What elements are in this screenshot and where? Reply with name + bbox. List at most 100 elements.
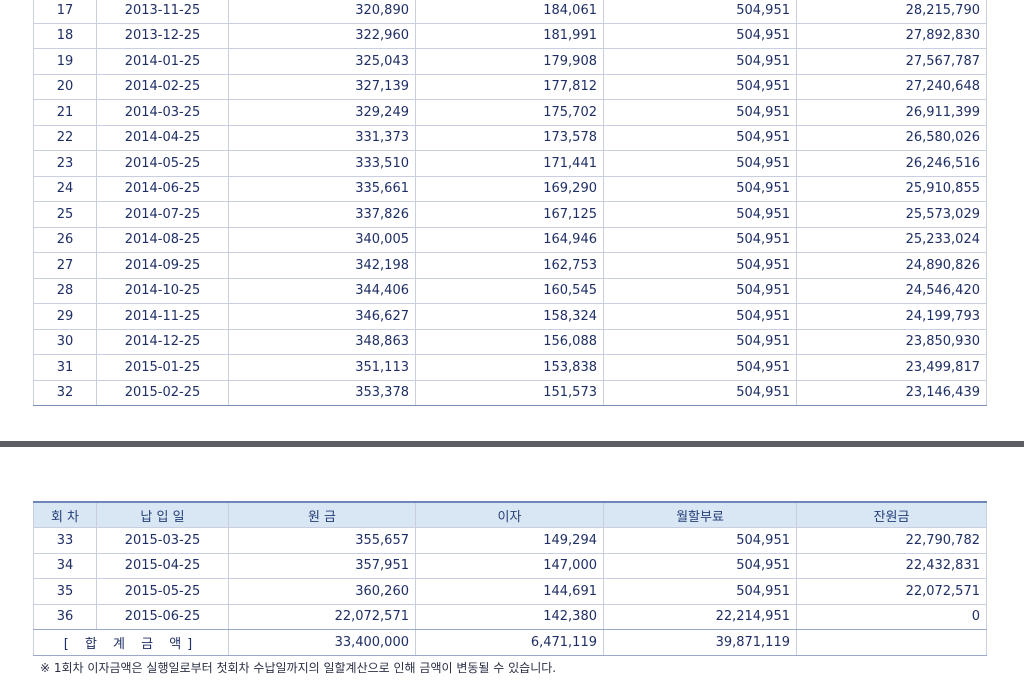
principal-cell: 322,960 — [228, 22, 416, 49]
balance-cell: 24,199,793 — [796, 303, 987, 330]
interest-cell: 167,125 — [415, 201, 604, 228]
installment-cell: 504,951 — [603, 328, 797, 355]
principal-cell: 22,072,571 — [228, 603, 416, 630]
table-row: 24 2014-06-25 335,661 169,290 504,951 25,910,… — [33, 175, 987, 202]
round-cell: 26 — [33, 226, 97, 253]
principal-cell: 327,139 — [228, 73, 416, 100]
principal-cell: 355,657 — [228, 527, 416, 554]
installment-cell: 504,951 — [603, 48, 797, 75]
table-row: 26 2014-08-25 340,005 164,946 504,951 25,233,… — [33, 226, 987, 253]
table-row: 33 2015-03-25 355,657 149,294 504,951 22,790,… — [33, 527, 987, 554]
header-payment-date: 납 입 일 — [96, 501, 229, 528]
date-cell: 2014-09-25 — [96, 252, 229, 279]
total-balance — [796, 629, 987, 656]
round-cell: 36 — [33, 603, 97, 630]
interest-cell: 179,908 — [415, 48, 604, 75]
round-cell: 34 — [33, 552, 97, 579]
table-row: 32 2015-02-25 353,378 151,573 504,951 23,146,… — [33, 379, 987, 406]
date-cell: 2014-04-25 — [96, 124, 229, 151]
principal-cell: 333,510 — [228, 150, 416, 177]
interest-cell: 142,380 — [415, 603, 604, 630]
table-row: 25 2014-07-25 337,826 167,125 504,951 25,573,… — [33, 201, 987, 228]
date-cell: 2013-12-25 — [96, 22, 229, 49]
balance-cell: 22,072,571 — [796, 578, 987, 605]
principal-cell: 351,113 — [228, 354, 416, 381]
balance-cell: 27,240,648 — [796, 73, 987, 100]
footnote: ※ 1회차 이자금액은 실행일로부터 첫회차 수납일까지의 일할계산으로 인해 … — [40, 661, 557, 675]
round-cell: 25 — [33, 201, 97, 228]
total-principal: 33,400,000 — [228, 629, 416, 656]
date-cell: 2013-11-25 — [96, 0, 229, 24]
round-cell: 20 — [33, 73, 97, 100]
schedule-table-bottom: 회 차 납 입 일 원 금 이자 월할부료 잔원금 33 2015-03-25 35… — [33, 501, 987, 656]
table-row: 22 2014-04-25 331,373 173,578 504,951 26,580,… — [33, 124, 987, 151]
balance-cell: 26,911,399 — [796, 99, 987, 126]
round-cell: 24 — [33, 175, 97, 202]
total-interest: 6,471,119 — [415, 629, 604, 656]
round-cell: 31 — [33, 354, 97, 381]
principal-cell: 348,863 — [228, 328, 416, 355]
installment-cell: 504,951 — [603, 252, 797, 279]
balance-cell: 28,215,790 — [796, 0, 987, 24]
installment-cell: 504,951 — [603, 201, 797, 228]
installment-cell: 504,951 — [603, 578, 797, 605]
round-cell: 30 — [33, 328, 97, 355]
table-row: 21 2014-03-25 329,249 175,702 504,951 26,911,… — [33, 99, 987, 126]
total-installment: 39,871,119 — [603, 629, 797, 656]
interest-cell: 149,294 — [415, 527, 604, 554]
section-divider — [0, 441, 1024, 447]
date-cell: 2014-02-25 — [96, 73, 229, 100]
date-cell: 2014-12-25 — [96, 328, 229, 355]
installment-cell: 504,951 — [603, 99, 797, 126]
balance-cell: 25,910,855 — [796, 175, 987, 202]
round-cell: 35 — [33, 578, 97, 605]
principal-cell: 342,198 — [228, 252, 416, 279]
date-cell: 2014-10-25 — [96, 277, 229, 304]
table-row: 31 2015-01-25 351,113 153,838 504,951 23,499,… — [33, 354, 987, 381]
installment-cell: 504,951 — [603, 354, 797, 381]
principal-cell: 335,661 — [228, 175, 416, 202]
round-cell: 27 — [33, 252, 97, 279]
balance-cell: 0 — [796, 603, 987, 630]
date-cell: 2015-05-25 — [96, 578, 229, 605]
table-row: 36 2015-06-25 22,072,571 142,380 22,214,951 0 — [33, 603, 987, 630]
balance-cell: 25,233,024 — [796, 226, 987, 253]
date-cell: 2014-03-25 — [96, 99, 229, 126]
interest-cell: 164,946 — [415, 226, 604, 253]
principal-cell: 331,373 — [228, 124, 416, 151]
interest-cell: 160,545 — [415, 277, 604, 304]
balance-cell: 25,573,029 — [796, 201, 987, 228]
principal-cell: 353,378 — [228, 379, 416, 406]
round-cell: 33 — [33, 527, 97, 554]
interest-cell: 175,702 — [415, 99, 604, 126]
interest-cell: 184,061 — [415, 0, 604, 24]
principal-cell: 360,260 — [228, 578, 416, 605]
round-cell: 18 — [33, 22, 97, 49]
date-cell: 2015-01-25 — [96, 354, 229, 381]
interest-cell: 144,691 — [415, 578, 604, 605]
balance-cell: 24,546,420 — [796, 277, 987, 304]
round-cell: 32 — [33, 379, 97, 406]
table-row: 30 2014-12-25 348,863 156,088 504,951 23,850,… — [33, 328, 987, 355]
table-row: 23 2014-05-25 333,510 171,441 504,951 26,246,… — [33, 150, 987, 177]
installment-cell: 22,214,951 — [603, 603, 797, 630]
installment-cell: 504,951 — [603, 527, 797, 554]
table-row: 29 2014-11-25 346,627 158,324 504,951 24,199,… — [33, 303, 987, 330]
round-cell: 28 — [33, 277, 97, 304]
interest-cell: 169,290 — [415, 175, 604, 202]
balance-cell: 23,146,439 — [796, 379, 987, 406]
schedule-table-top: 17 2013-11-25 320,890 184,061 504,951 28,215,… — [33, 0, 987, 406]
installment-cell: 504,951 — [603, 277, 797, 304]
header-round: 회 차 — [33, 501, 97, 528]
balance-cell: 22,432,831 — [796, 552, 987, 579]
balance-cell: 27,892,830 — [796, 22, 987, 49]
table-row: 27 2014-09-25 342,198 162,753 504,951 24,890,… — [33, 252, 987, 279]
principal-cell: 344,406 — [228, 277, 416, 304]
installment-cell: 504,951 — [603, 0, 797, 24]
interest-cell: 181,991 — [415, 22, 604, 49]
principal-cell: 340,005 — [228, 226, 416, 253]
date-cell: 2015-02-25 — [96, 379, 229, 406]
installment-cell: 504,951 — [603, 150, 797, 177]
installment-cell: 504,951 — [603, 73, 797, 100]
header-interest: 이자 — [415, 501, 604, 528]
